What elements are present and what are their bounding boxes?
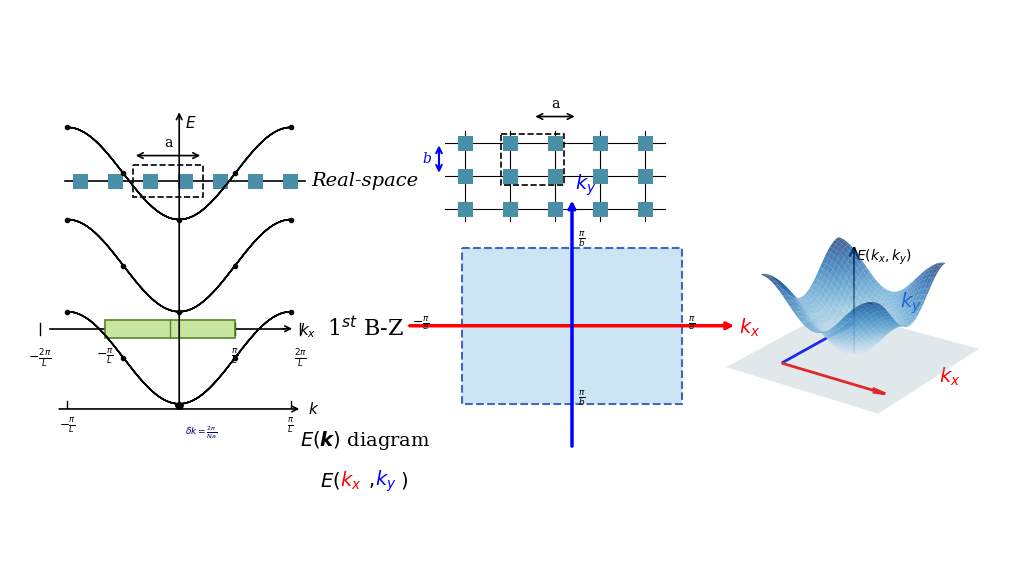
FancyBboxPatch shape <box>638 169 653 184</box>
Text: $-\frac{2\pi}{L}$: $-\frac{2\pi}{L}$ <box>29 347 52 369</box>
Text: $\frac{\pi}{L}$: $\frac{\pi}{L}$ <box>288 416 295 435</box>
Text: $E($: $E($ <box>319 471 340 491</box>
Text: Brillouin Zone and Bandstructure for 2D Rectangular Lattice: Brillouin Zone and Bandstructure for 2D … <box>157 20 867 40</box>
Text: b: b <box>423 152 431 166</box>
FancyBboxPatch shape <box>458 135 473 150</box>
FancyBboxPatch shape <box>593 135 608 150</box>
Text: $,$: $,$ <box>368 472 374 490</box>
FancyBboxPatch shape <box>143 173 158 188</box>
FancyBboxPatch shape <box>73 173 88 188</box>
Bar <box>105 320 234 338</box>
Text: $-\frac{\pi}{L}$: $-\frac{\pi}{L}$ <box>96 347 114 366</box>
Text: Real-space: Real-space <box>311 172 419 190</box>
Text: $\frac{\pi}{a}$: $\frac{\pi}{a}$ <box>688 314 695 332</box>
FancyBboxPatch shape <box>178 173 193 188</box>
FancyBboxPatch shape <box>638 135 653 150</box>
FancyBboxPatch shape <box>593 169 608 184</box>
FancyBboxPatch shape <box>283 173 298 188</box>
FancyBboxPatch shape <box>503 202 518 217</box>
Bar <box>462 248 682 404</box>
Text: 1$^{st}$ B-Z: 1$^{st}$ B-Z <box>327 316 403 341</box>
Bar <box>501 134 564 184</box>
FancyBboxPatch shape <box>108 173 123 188</box>
Text: $k_y$: $k_y$ <box>575 173 597 198</box>
FancyBboxPatch shape <box>248 173 263 188</box>
Text: $k_x$: $k_x$ <box>739 317 761 339</box>
FancyBboxPatch shape <box>548 135 563 150</box>
Text: $k_x$: $k_x$ <box>340 470 361 492</box>
Text: $k_x$: $k_x$ <box>299 321 316 340</box>
Text: $-\frac{\pi}{L}$: $-\frac{\pi}{L}$ <box>59 416 76 435</box>
Text: $\delta k=\frac{2\pi}{Na}$: $\delta k=\frac{2\pi}{Na}$ <box>184 425 217 441</box>
Text: $-\frac{\pi}{a}$: $-\frac{\pi}{a}$ <box>412 314 430 332</box>
FancyBboxPatch shape <box>503 169 518 184</box>
Text: $\frac{\pi}{b}$: $\frac{\pi}{b}$ <box>578 389 586 409</box>
Text: $E$: $E$ <box>184 115 197 131</box>
Text: $\frac{2\pi}{L}$: $\frac{2\pi}{L}$ <box>294 347 306 369</box>
FancyBboxPatch shape <box>503 135 518 150</box>
FancyBboxPatch shape <box>458 169 473 184</box>
FancyBboxPatch shape <box>638 202 653 217</box>
Text: $E(\boldsymbol{k})$ diagram: $E(\boldsymbol{k})$ diagram <box>300 429 430 452</box>
Text: a: a <box>164 135 172 150</box>
FancyBboxPatch shape <box>548 202 563 217</box>
Text: a: a <box>551 97 559 111</box>
FancyBboxPatch shape <box>593 202 608 217</box>
Text: $k$: $k$ <box>307 401 319 417</box>
FancyBboxPatch shape <box>213 173 228 188</box>
Text: $k_y$: $k_y$ <box>375 468 396 494</box>
FancyBboxPatch shape <box>458 202 473 217</box>
Text: $)$: $)$ <box>400 471 408 491</box>
Text: $\frac{\pi}{L}$: $\frac{\pi}{L}$ <box>231 347 239 366</box>
Bar <box>133 165 203 196</box>
Text: $\frac{\pi}{b}$: $\frac{\pi}{b}$ <box>578 230 586 249</box>
FancyBboxPatch shape <box>548 169 563 184</box>
